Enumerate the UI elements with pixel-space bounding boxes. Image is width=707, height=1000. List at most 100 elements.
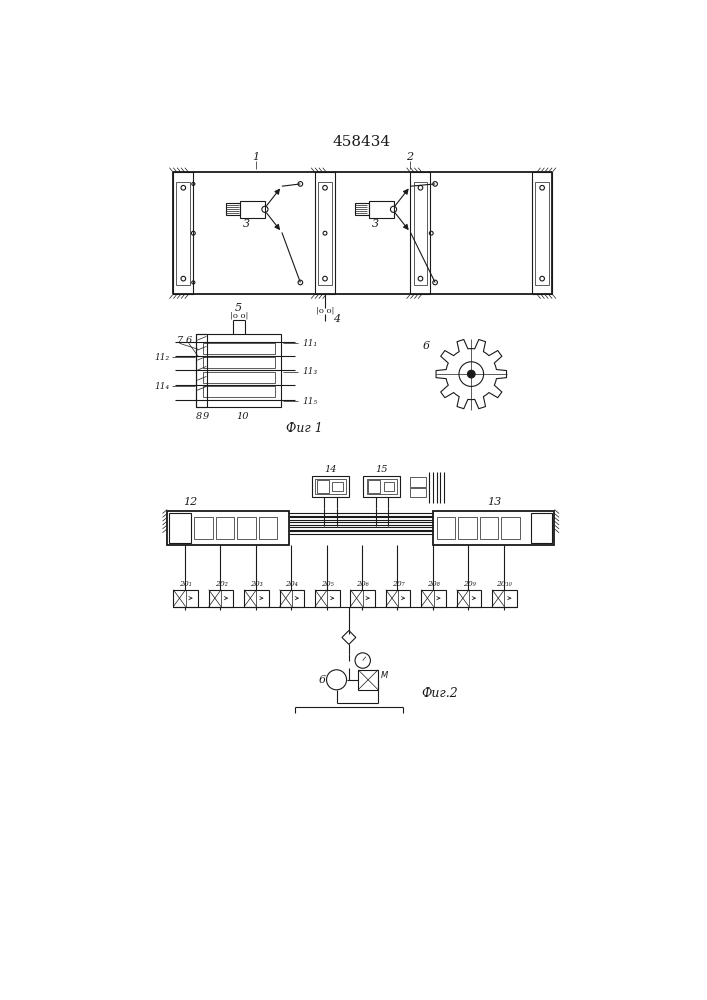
- Bar: [421, 590, 433, 607]
- Circle shape: [467, 370, 475, 378]
- Bar: [351, 590, 375, 607]
- Bar: [173, 172, 193, 294]
- Text: |o o|: |o o|: [316, 307, 334, 315]
- Bar: [317, 480, 329, 493]
- Bar: [279, 590, 304, 607]
- Text: 5: 5: [235, 303, 243, 313]
- Text: 2: 2: [406, 152, 414, 162]
- Bar: [355, 203, 369, 215]
- Bar: [318, 182, 332, 285]
- Text: 20₂: 20₂: [215, 580, 228, 588]
- Text: 20₅: 20₅: [321, 580, 334, 588]
- Text: 20₄: 20₄: [286, 580, 298, 588]
- Bar: [226, 203, 240, 215]
- Bar: [203, 357, 275, 368]
- Bar: [315, 590, 327, 607]
- Bar: [176, 182, 190, 285]
- Bar: [411, 477, 426, 487]
- Bar: [369, 201, 394, 218]
- Bar: [197, 334, 207, 407]
- Text: 20₆: 20₆: [356, 580, 369, 588]
- Text: 11₃: 11₃: [303, 367, 317, 376]
- Bar: [366, 479, 397, 494]
- Bar: [167, 511, 288, 545]
- Bar: [315, 590, 339, 607]
- Text: M: M: [381, 671, 388, 680]
- Text: 11₁: 11₁: [303, 339, 317, 348]
- Bar: [315, 172, 335, 294]
- Text: 458434: 458434: [333, 135, 391, 149]
- Bar: [332, 482, 343, 491]
- Bar: [238, 517, 256, 539]
- Text: Фиг 1: Фиг 1: [286, 422, 322, 435]
- Bar: [279, 590, 292, 607]
- Bar: [240, 201, 265, 218]
- Bar: [358, 670, 378, 690]
- Bar: [368, 480, 380, 493]
- Bar: [492, 590, 504, 607]
- Text: 11₄: 11₄: [154, 382, 170, 391]
- Bar: [457, 590, 481, 607]
- Bar: [194, 517, 213, 539]
- Bar: [501, 517, 520, 539]
- Text: 20₉: 20₉: [462, 580, 475, 588]
- Text: 3: 3: [243, 219, 250, 229]
- Bar: [535, 182, 549, 285]
- Bar: [312, 476, 349, 497]
- Bar: [209, 590, 233, 607]
- Bar: [530, 513, 552, 543]
- Bar: [315, 479, 346, 494]
- Bar: [457, 590, 469, 607]
- Text: 20₃: 20₃: [250, 580, 263, 588]
- Bar: [383, 482, 395, 491]
- Bar: [203, 343, 275, 354]
- Text: Фиг.2: Фиг.2: [421, 687, 458, 700]
- Text: 20₇: 20₇: [392, 580, 404, 588]
- Bar: [203, 372, 275, 383]
- Bar: [259, 517, 277, 539]
- Text: 1: 1: [252, 152, 259, 162]
- Text: 6: 6: [423, 341, 430, 351]
- Bar: [414, 182, 428, 285]
- Text: 15: 15: [375, 465, 388, 474]
- Text: 20₁: 20₁: [180, 580, 192, 588]
- Text: 9: 9: [202, 412, 209, 421]
- Text: 6: 6: [318, 675, 325, 685]
- Bar: [386, 590, 398, 607]
- Text: 11₅: 11₅: [303, 397, 317, 406]
- Bar: [421, 590, 446, 607]
- Bar: [411, 488, 426, 497]
- Bar: [458, 517, 477, 539]
- Text: |o o|: |o o|: [230, 312, 248, 320]
- Bar: [244, 590, 257, 607]
- Text: 3: 3: [371, 219, 379, 229]
- Text: 6: 6: [185, 336, 192, 345]
- Text: 13: 13: [487, 497, 501, 507]
- Bar: [492, 590, 517, 607]
- Text: 12: 12: [183, 497, 197, 507]
- Bar: [173, 590, 186, 607]
- Text: 4: 4: [333, 314, 340, 324]
- Text: 20₁₀: 20₁₀: [496, 580, 513, 588]
- Bar: [209, 590, 221, 607]
- Bar: [170, 513, 191, 543]
- Bar: [433, 511, 554, 545]
- Bar: [386, 590, 411, 607]
- Bar: [197, 334, 281, 407]
- Bar: [480, 517, 498, 539]
- Bar: [173, 590, 198, 607]
- Bar: [532, 172, 552, 294]
- Bar: [216, 517, 234, 539]
- Text: 20₈: 20₈: [427, 580, 440, 588]
- Text: 10: 10: [236, 412, 249, 421]
- Bar: [437, 517, 455, 539]
- Bar: [244, 590, 269, 607]
- Bar: [411, 172, 431, 294]
- Text: 14: 14: [324, 465, 337, 474]
- Text: 8: 8: [196, 412, 201, 421]
- Bar: [351, 590, 363, 607]
- Text: 11₂: 11₂: [154, 353, 170, 362]
- Bar: [363, 476, 400, 497]
- Bar: [203, 386, 275, 397]
- Text: 7: 7: [176, 336, 182, 345]
